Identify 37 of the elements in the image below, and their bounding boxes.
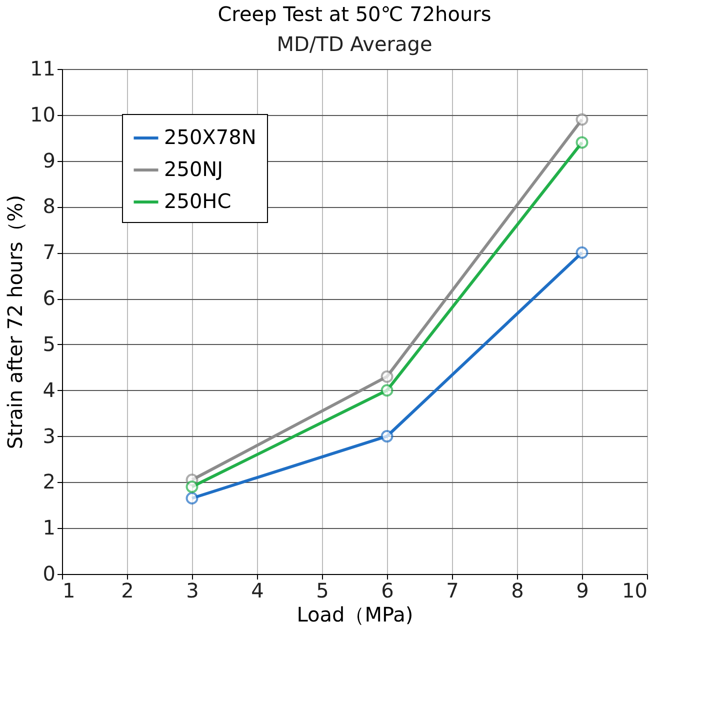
- legend-label: 250X78N: [164, 125, 256, 149]
- y-tick-label: 5: [42, 332, 56, 356]
- point: [380, 430, 394, 443]
- y-tick-label: 8: [42, 194, 56, 218]
- y-tick-label: 11: [30, 56, 56, 80]
- x-tick-label: 6: [381, 578, 394, 602]
- y-tick-label: 0: [42, 562, 56, 586]
- y-tick-label: 4: [42, 378, 56, 402]
- point: [380, 384, 394, 397]
- point: [576, 246, 588, 259]
- x-tick-label: 8: [511, 578, 524, 602]
- point: [576, 136, 588, 149]
- chart-title: Creep Test at 50℃ 72hours: [218, 2, 492, 26]
- legend-label: 250NJ: [164, 157, 224, 181]
- y-axis-title: Strain after 72 hours（%): [3, 194, 28, 450]
- point: [186, 480, 198, 494]
- x-tick-label: 3: [186, 578, 199, 602]
- y-tick-label: 10: [30, 102, 56, 126]
- x-tick-label: 9: [576, 578, 589, 602]
- legend-label: 250HC: [164, 189, 232, 213]
- y-tick-label: 2: [42, 470, 56, 494]
- point: [380, 370, 394, 383]
- y-tick-label: 1: [42, 516, 56, 540]
- y-tick-label: 9: [42, 148, 56, 172]
- x-tick-label: 4: [251, 578, 264, 602]
- x-tick-label: 10: [622, 578, 648, 602]
- x-axis-title: Load（MPa): [296, 602, 414, 626]
- x-tick-label: 7: [446, 578, 459, 602]
- chart-subtitle: MD/TD Average: [276, 32, 432, 56]
- x-tick-label: 5: [316, 578, 329, 602]
- y-tick-label: 3: [42, 424, 56, 448]
- point: [186, 492, 198, 504]
- x-tick-label: 1: [62, 578, 76, 602]
- y-tick-label: 6: [42, 286, 56, 310]
- point: [576, 113, 588, 126]
- x-tick-label: 2: [121, 578, 134, 602]
- y-tick-label: 7: [42, 240, 56, 264]
